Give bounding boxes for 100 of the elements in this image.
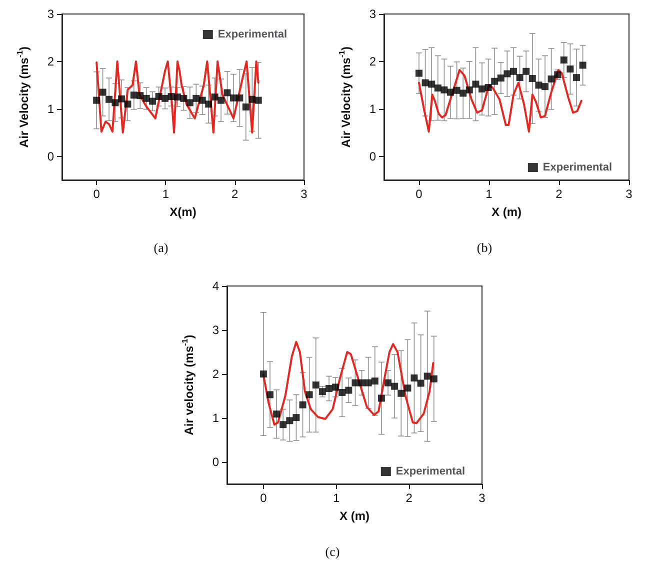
line-series bbox=[96, 60, 260, 134]
point bbox=[434, 84, 442, 92]
point bbox=[484, 84, 492, 92]
legend-label: Experimental bbox=[396, 466, 466, 478]
text: (c) bbox=[325, 544, 340, 559]
y-tick-label: 2 bbox=[47, 54, 54, 68]
point bbox=[142, 94, 150, 102]
point bbox=[224, 89, 231, 96]
x-tick-label: 3 bbox=[478, 491, 486, 505]
point bbox=[384, 379, 392, 386]
point bbox=[136, 92, 144, 100]
point bbox=[118, 95, 125, 102]
point bbox=[205, 100, 212, 108]
point bbox=[460, 90, 467, 97]
point bbox=[566, 66, 574, 73]
x-tick-label: 1 bbox=[332, 491, 340, 505]
point bbox=[306, 391, 313, 398]
y-tick-label: 0 bbox=[47, 149, 54, 164]
point bbox=[573, 74, 580, 82]
y-tick-label: 3 bbox=[47, 7, 54, 21]
point bbox=[236, 94, 244, 102]
point bbox=[211, 94, 218, 100]
x-tick-label: 0 bbox=[416, 187, 423, 201]
x-tick-label: 2 bbox=[406, 491, 413, 505]
point bbox=[248, 96, 256, 103]
point bbox=[560, 56, 568, 64]
point bbox=[478, 85, 486, 92]
point bbox=[242, 103, 250, 110]
point bbox=[93, 96, 100, 104]
x-tick-label: 2 bbox=[556, 187, 563, 201]
point bbox=[535, 82, 542, 89]
y-tick-label: 2 bbox=[212, 367, 220, 381]
x-tick-label: 1 bbox=[486, 187, 493, 201]
point bbox=[404, 384, 412, 392]
text: (b) bbox=[476, 240, 492, 255]
x-tick-label: 0 bbox=[93, 187, 100, 201]
point bbox=[254, 96, 262, 104]
line-series bbox=[418, 68, 582, 133]
point bbox=[516, 74, 524, 82]
point bbox=[417, 380, 424, 387]
point bbox=[112, 99, 119, 106]
x-tick-label: 3 bbox=[300, 187, 308, 201]
legend-label: Experimental bbox=[218, 28, 288, 40]
point bbox=[292, 414, 300, 422]
point bbox=[378, 394, 385, 402]
point bbox=[428, 80, 436, 88]
point bbox=[162, 94, 169, 102]
point bbox=[528, 75, 536, 82]
point bbox=[472, 80, 480, 88]
point bbox=[510, 68, 517, 75]
y-tick-label: 0 bbox=[212, 455, 220, 469]
y-tick-label: 3 bbox=[369, 7, 376, 21]
point bbox=[299, 401, 306, 408]
x-tick-label: 3 bbox=[626, 187, 633, 201]
point bbox=[149, 98, 156, 105]
point bbox=[466, 86, 473, 94]
x-axis-title: X (m) bbox=[340, 509, 370, 523]
point bbox=[318, 388, 326, 396]
point bbox=[447, 88, 454, 96]
point bbox=[332, 384, 340, 391]
point bbox=[198, 96, 206, 104]
point bbox=[273, 410, 280, 418]
point bbox=[260, 370, 267, 378]
point bbox=[491, 78, 498, 85]
y-tick-label: 4 bbox=[212, 279, 220, 293]
point bbox=[391, 382, 398, 390]
point bbox=[542, 83, 548, 90]
y-tick-label: 3 bbox=[212, 323, 220, 337]
x-axis-title: X(m) bbox=[170, 205, 196, 219]
point bbox=[286, 417, 294, 424]
point bbox=[352, 379, 359, 386]
x-tick-label: 0 bbox=[260, 491, 268, 505]
point bbox=[398, 390, 405, 397]
point bbox=[155, 93, 162, 100]
y-axis-title: Air Velocity (ms-1) bbox=[338, 46, 353, 148]
y-axis-title: Air velocity (ms-1) bbox=[180, 334, 196, 436]
point bbox=[345, 386, 352, 394]
point bbox=[430, 375, 438, 382]
point bbox=[453, 86, 460, 94]
legend-label: Experimental bbox=[542, 162, 612, 174]
point bbox=[192, 94, 200, 102]
y-tick-label: 2 bbox=[369, 54, 376, 68]
point bbox=[579, 62, 586, 69]
point bbox=[124, 100, 132, 108]
point bbox=[280, 421, 287, 428]
point bbox=[99, 88, 106, 96]
point bbox=[364, 379, 372, 386]
point bbox=[548, 75, 555, 82]
y-tick-label: 1 bbox=[212, 411, 220, 425]
point bbox=[218, 96, 225, 104]
text: (a) bbox=[154, 240, 168, 255]
point bbox=[358, 379, 366, 386]
point bbox=[497, 74, 504, 82]
point bbox=[522, 68, 530, 75]
y-tick-label: 1 bbox=[47, 102, 54, 116]
point bbox=[106, 96, 113, 103]
point bbox=[338, 388, 346, 396]
x-tick-label: 2 bbox=[232, 187, 239, 201]
point bbox=[416, 70, 422, 77]
point bbox=[410, 374, 418, 382]
